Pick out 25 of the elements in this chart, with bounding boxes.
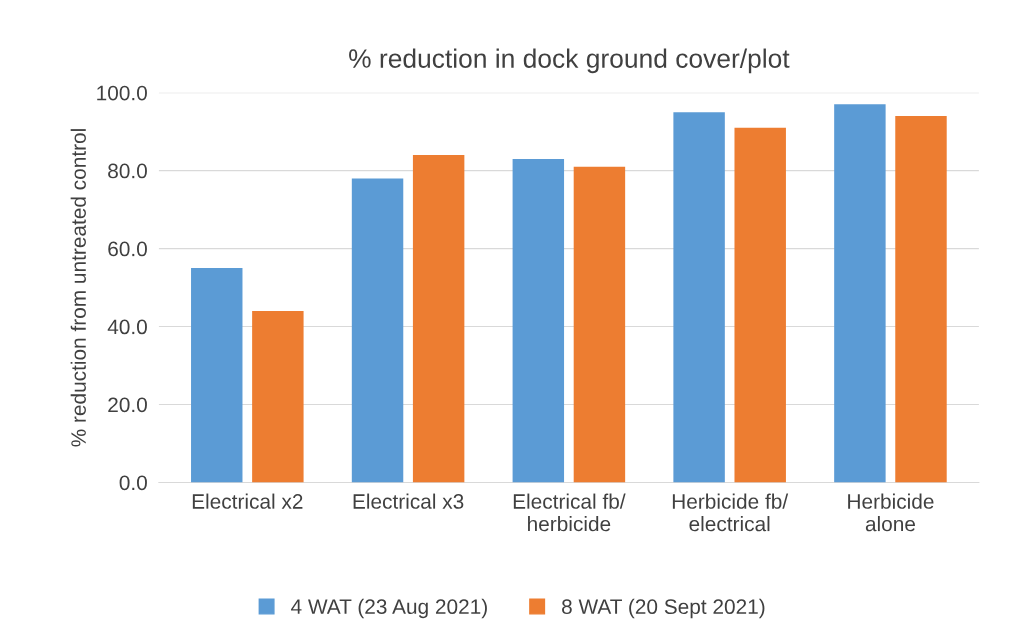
- bar: [895, 116, 947, 483]
- bar: [412, 155, 465, 483]
- chart-title: % reduction in dock ground cover/plot: [349, 48, 790, 74]
- y-tick-label: 40.0: [107, 319, 147, 335]
- x-tick-label: Electrical x3: [353, 493, 464, 509]
- x-tick-label: Electrical x2: [192, 493, 303, 509]
- legend-label: 8 WAT (20 Sept 2021): [562, 598, 765, 619]
- x-tick-label: Herbicide fb/ electrical: [672, 493, 789, 532]
- y-tick-label: 60.0: [108, 241, 147, 257]
- bar: [673, 112, 725, 483]
- bar: [252, 310, 304, 483]
- y-tick-label: 20.0: [108, 397, 147, 413]
- y-tick-label: 0.0: [119, 475, 147, 491]
- bar: [834, 104, 886, 483]
- legend-label: 4 WAT (23 Aug 2021): [291, 598, 487, 619]
- x-tick-label: Herbicide alone: [848, 493, 934, 532]
- x-tick-label: Electrical fb/ herbicide: [513, 493, 626, 532]
- y-tick-label: 80.0: [108, 163, 147, 179]
- bar: [351, 178, 404, 483]
- bar: [734, 127, 786, 483]
- bar: [573, 166, 626, 483]
- bar: [512, 158, 565, 483]
- y-axis-title: % reduction from untreated control: [70, 129, 86, 447]
- y-tick-label: 100.0: [97, 85, 147, 101]
- bar: [191, 268, 243, 483]
